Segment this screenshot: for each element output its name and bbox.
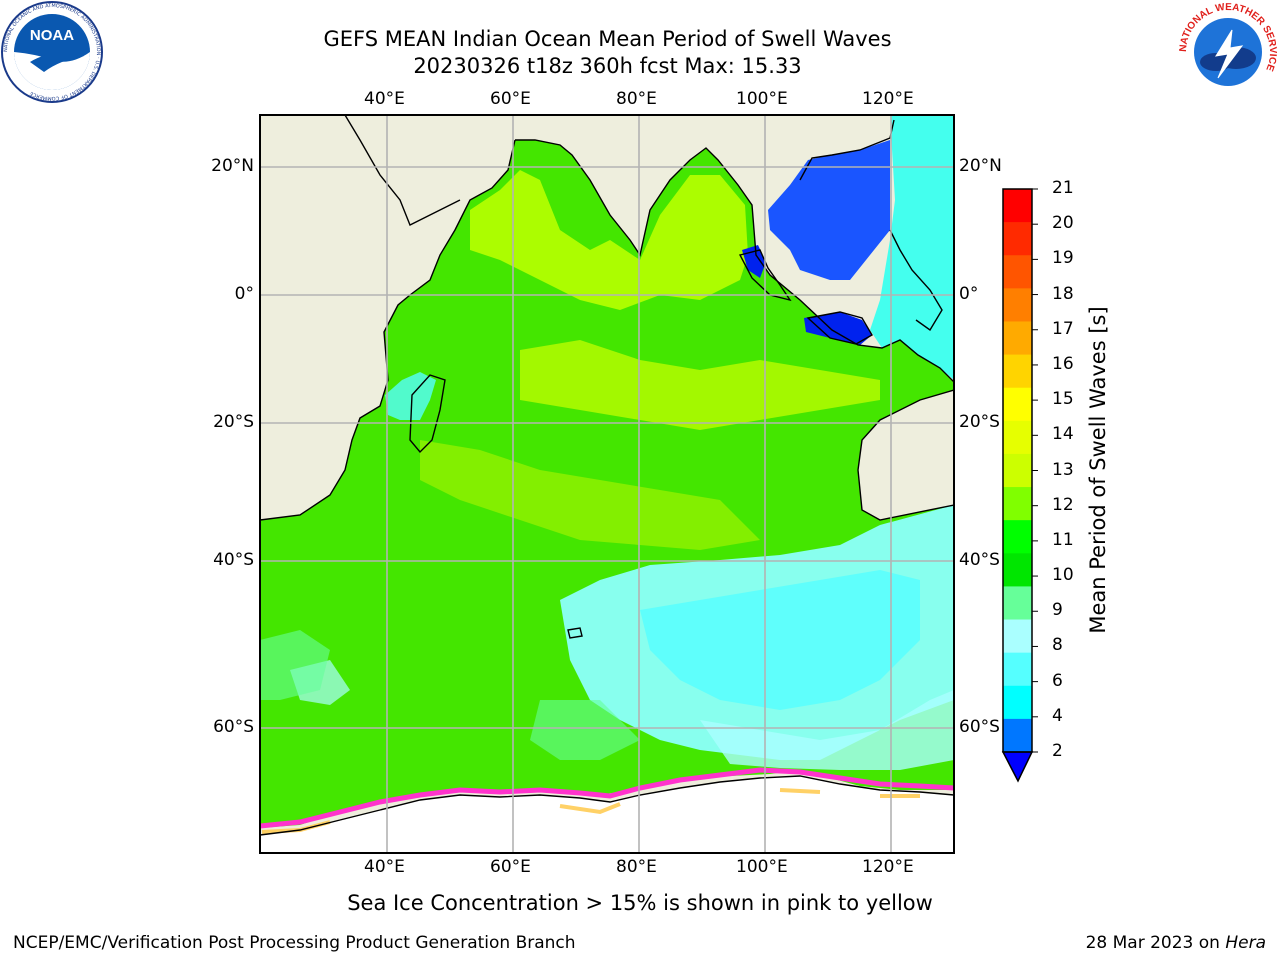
map-frame	[259, 114, 955, 854]
lon-label-bottom: 60°E	[490, 857, 531, 877]
colorbar-segment	[1003, 387, 1032, 422]
colorbar-tick-label: 6	[1052, 670, 1063, 691]
colorbar-frame	[1002, 188, 1033, 753]
colorbar-tick-label: 12	[1052, 494, 1074, 515]
lat-label-left: 0°	[234, 284, 254, 304]
lat-label-left: 20°S	[213, 412, 254, 432]
colorbar-tick-label: 15	[1052, 389, 1074, 410]
colorbar-tick-label: 14	[1052, 424, 1074, 445]
colorbar-segment	[1003, 685, 1032, 720]
colorbar-tick-label: 16	[1052, 353, 1074, 374]
lon-label-bottom: 80°E	[616, 857, 657, 877]
noaa-logo-text: NOAA	[30, 27, 74, 44]
colorbar-segment	[1003, 652, 1032, 687]
lat-label-right: 20°S	[959, 412, 1000, 432]
colorbar-segment	[1003, 520, 1032, 554]
colorbar-segment	[1003, 487, 1032, 521]
colorbar-segment	[1003, 222, 1032, 256]
colorbar-tick-label: 10	[1052, 565, 1074, 586]
colorbar-tick-label: 20	[1052, 213, 1074, 234]
lon-label-bottom: 120°E	[862, 857, 914, 877]
ocean-field-high	[470, 170, 748, 310]
ocean-field-scs	[768, 140, 890, 280]
chart-title: GEFS MEAN Indian Ocean Mean Period of Sw…	[323, 27, 892, 51]
lat-label-left: 20°N	[211, 156, 254, 176]
footer-credit: NCEP/EMC/Verification Post Processing Pr…	[13, 933, 576, 953]
colorbar-segment	[1003, 619, 1032, 654]
noaa-logo: NOAA NATIONAL OCEANIC AND ATMOSPHERIC AD…	[1, 1, 103, 103]
colorbar-tick-label: 21	[1052, 178, 1074, 198]
colorbar-extend-arrow	[1001, 751, 1034, 783]
colorbar-tick-label: 4	[1052, 705, 1063, 726]
footer-date-text: 28 Mar 2023 on	[1085, 933, 1226, 953]
map-area	[260, 115, 954, 853]
colorbar	[1003, 188, 1038, 753]
colorbar-tick-label: 11	[1052, 529, 1074, 550]
lon-label-bottom: 100°E	[736, 857, 788, 877]
colorbar-segment	[1003, 553, 1032, 587]
lon-label-top: 60°E	[490, 89, 531, 109]
lon-label-top: 40°E	[364, 89, 405, 109]
lon-label-top: 120°E	[862, 89, 914, 109]
lon-label-top: 80°E	[616, 89, 657, 109]
lat-label-left: 60°S	[213, 717, 254, 737]
lon-label-top: 100°E	[736, 89, 788, 109]
colorbar-segment	[1003, 255, 1032, 289]
lat-label-left: 40°S	[213, 550, 254, 570]
lon-label-bottom: 40°E	[364, 857, 405, 877]
lat-label-right: 0°	[959, 284, 979, 304]
colorbar-tick-label: 2	[1052, 741, 1063, 761]
colorbar-segment	[1003, 453, 1032, 488]
sea-ice-edge	[260, 767, 954, 829]
colorbar-segment	[1003, 586, 1032, 621]
lat-label-right: 60°S	[959, 717, 1000, 737]
sea-ice-caption: Sea Ice Concentration > 15% is shown in …	[347, 891, 933, 915]
lat-label-right: 40°S	[959, 550, 1000, 570]
colorbar-segment	[1003, 189, 1032, 223]
colorbar-tick-label: 13	[1052, 459, 1074, 480]
colorbar-label: Mean Period of Swell Waves [s]	[1086, 306, 1110, 634]
lat-label-right: 20°N	[959, 156, 1002, 176]
colorbar-segment	[1003, 354, 1032, 389]
colorbar-tick-label: 17	[1052, 318, 1074, 339]
colorbar-segment	[1003, 420, 1032, 455]
footer-machine: Hera	[1225, 933, 1266, 953]
colorbar-tick-label: 19	[1052, 248, 1074, 269]
chart-subtitle: 20230326 t18z 360h fcst Max: 15.33	[413, 54, 802, 78]
nws-logo: NATIONAL WEATHER SERVICE	[1178, 2, 1278, 102]
colorbar-segment	[1003, 321, 1032, 356]
graticule	[260, 115, 954, 853]
colorbar-segment	[1003, 718, 1032, 753]
colorbar-tick-label: 9	[1052, 600, 1063, 621]
colorbar-tick-label: 18	[1052, 283, 1074, 304]
colorbar-tick-label: 8	[1052, 635, 1063, 656]
colorbar-segment	[1003, 288, 1032, 322]
antarctica	[260, 776, 954, 853]
footer-date: 28 Mar 2023 on Hera	[1086, 933, 1266, 953]
